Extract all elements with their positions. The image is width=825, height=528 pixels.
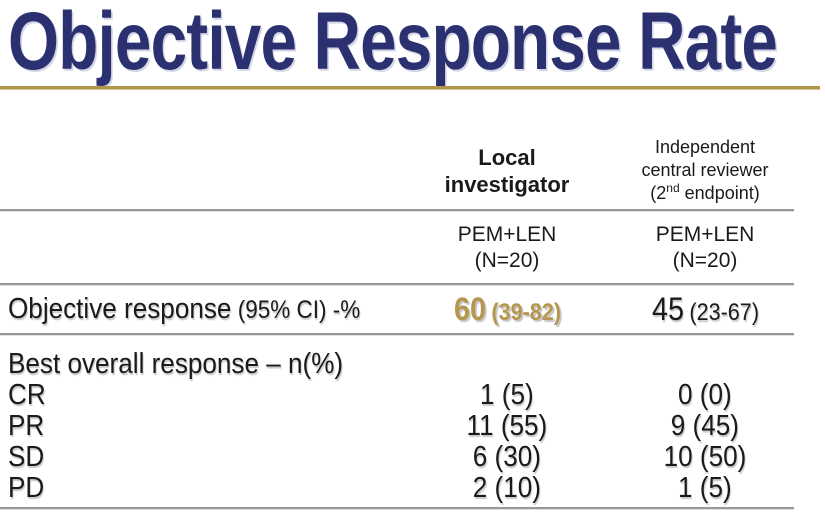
results-table: Local investigator Independent central r…	[0, 121, 794, 510]
orr-central-percent: 45	[651, 291, 684, 327]
central-header-line1: Independent	[654, 137, 756, 157]
header-spacer	[0, 121, 398, 209]
cr-value-local: 1 (5)	[480, 379, 534, 411]
column-header-row: Local investigator Independent central r…	[0, 121, 794, 209]
header-spacer	[0, 212, 398, 283]
row-label-pr: PR	[8, 410, 45, 442]
table-row-sd: SD 6 (30) 10 (50)	[0, 441, 794, 473]
treatment-header-row: PEM+LEN (N=20) PEM+LEN (N=20)	[0, 212, 794, 283]
col-header-local-investigator: Local investigator	[398, 121, 616, 209]
table-rule-2	[0, 283, 794, 286]
subheader-central-line2: (N=20)	[672, 248, 738, 272]
table-row-pr: PR 11 (55) 9 (45)	[0, 410, 794, 442]
subheader-central-pem-len: PEM+LEN (N=20)	[616, 212, 794, 283]
central-header-line3: (2nd endpoint)	[650, 181, 760, 203]
best-overall-response-section: Best overall response – n(%) CR 1 (5) 0 …	[0, 336, 794, 507]
objective-response-label: Objective response (95% CI) -%	[8, 293, 361, 325]
orr-local-ci: (39-82)	[490, 299, 561, 326]
subheader-central-line1: PEM+LEN	[655, 222, 755, 246]
table-rule-3	[0, 333, 794, 336]
central-header-line2: central reviewer	[641, 160, 769, 180]
title-underline	[0, 86, 820, 90]
pr-value-local: 11 (55)	[466, 410, 548, 442]
table-rule-1	[0, 209, 794, 212]
orr-local-percent: 60	[453, 291, 486, 327]
local-header-line1: Local	[478, 145, 536, 170]
pr-value-central: 9 (45)	[670, 410, 740, 442]
section-header-row: Best overall response – n(%)	[0, 348, 794, 380]
superscript-nd: nd	[666, 181, 680, 195]
sd-value-local: 6 (30)	[472, 441, 542, 473]
orr-value-local: 60 (39-82)	[398, 291, 616, 328]
slide-title: Objective Response Rate	[8, 0, 778, 87]
table-rule-bottom	[0, 507, 794, 510]
row-label-sd: SD	[8, 441, 45, 473]
subheader-local-line1: PEM+LEN	[457, 222, 557, 246]
orr-value-central: 45 (23-67)	[616, 291, 794, 328]
col-header-central-reviewer: Independent central reviewer (2nd endpoi…	[616, 121, 794, 209]
best-overall-response-label: Best overall response – n(%)	[8, 348, 344, 380]
pd-value-local: 2 (10)	[472, 472, 542, 504]
cr-value-central: 0 (0)	[678, 379, 732, 411]
objective-response-row: Objective response (95% CI) -% 60 (39-82) …	[0, 286, 794, 333]
ci-label-detail: (95% CI) -%	[237, 296, 361, 324]
row-label-pd: PD	[8, 472, 45, 504]
pd-value-central: 1 (5)	[678, 472, 732, 504]
table-row-cr: CR 1 (5) 0 (0)	[0, 379, 794, 411]
local-header-line2: investigator	[444, 172, 570, 197]
subheader-local-line2: (N=20)	[474, 248, 540, 272]
row-label-cr: CR	[8, 379, 46, 411]
orr-central-ci: (23-67)	[688, 299, 759, 326]
subheader-local-pem-len: PEM+LEN (N=20)	[398, 212, 616, 283]
sd-value-central: 10 (50)	[663, 441, 747, 473]
table-row-pd: PD 2 (10) 1 (5)	[0, 472, 794, 504]
